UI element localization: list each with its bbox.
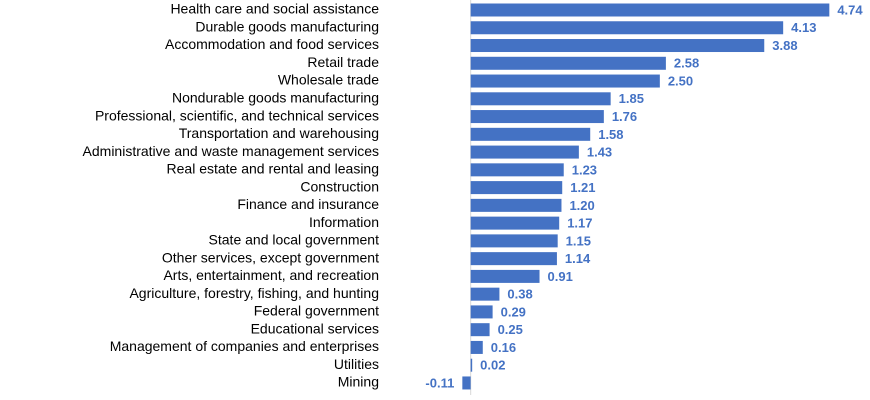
y-tick-label: Durable goods manufacturing (195, 18, 379, 34)
value-label: 1.76 (612, 109, 637, 124)
value-label: 2.50 (668, 73, 693, 88)
value-label: 1.14 (565, 251, 591, 266)
bar (470, 234, 558, 248)
bar (470, 287, 500, 301)
value-label: 0.91 (548, 269, 573, 284)
bar (470, 358, 473, 372)
y-tick-label: Information (309, 214, 379, 230)
bar (470, 305, 493, 319)
y-tick-label: Health care and social assistance (170, 1, 379, 17)
bar (470, 216, 560, 230)
value-label: 2.58 (674, 56, 699, 71)
y-tick-label: Administrative and waste management serv… (83, 143, 379, 159)
y-tick-label: Accommodation and food services (165, 36, 379, 52)
value-label: 4.74 (837, 2, 863, 17)
bar (470, 127, 591, 141)
value-label: 0.29 (501, 304, 526, 319)
value-label: 1.23 (572, 162, 597, 177)
y-tick-label: Retail trade (307, 54, 379, 70)
value-label: 0.16 (491, 340, 516, 355)
y-tick-label: Nondurable goods manufacturing (172, 90, 379, 106)
y-tick-label: Construction (300, 178, 379, 194)
bar (470, 3, 830, 17)
bar (470, 21, 784, 35)
value-label: 0.38 (507, 287, 532, 302)
bar (470, 323, 490, 337)
y-tick-label: Professional, scientific, and technical … (95, 107, 379, 123)
bar (470, 198, 562, 212)
y-tick-label: Educational services (251, 320, 379, 336)
bar (470, 92, 611, 106)
bar (470, 269, 540, 283)
bar (470, 39, 765, 53)
y-tick-label: Mining (338, 374, 379, 390)
y-tick-label: Utilities (334, 356, 379, 372)
bar (470, 74, 660, 88)
bar (470, 252, 557, 266)
y-tick-label: Management of companies and enterprises (110, 338, 379, 354)
bar (470, 110, 604, 124)
value-label: 1.20 (569, 198, 594, 213)
bar (470, 181, 563, 195)
value-label: 1.15 (566, 233, 591, 248)
bar (462, 376, 471, 390)
y-tick-label: Agriculture, forestry, fishing, and hunt… (129, 285, 379, 301)
y-tick-label: Finance and insurance (237, 196, 379, 212)
y-tick-label: Arts, entertainment, and recreation (163, 267, 379, 283)
y-tick-label: Real estate and rental and leasing (167, 161, 379, 177)
bar (470, 145, 579, 159)
bar (470, 56, 666, 70)
value-label: 1.21 (570, 180, 595, 195)
value-label: -0.11 (425, 375, 454, 390)
bar (470, 340, 483, 354)
value-label: 3.88 (772, 38, 797, 53)
y-tick-label: State and local government (209, 232, 380, 248)
y-tick-label: Wholesale trade (278, 72, 379, 88)
value-label: 0.02 (480, 358, 505, 373)
value-label: 1.58 (598, 127, 623, 142)
value-label: 1.85 (619, 91, 644, 106)
bar (470, 163, 564, 177)
value-label: 4.13 (791, 20, 816, 35)
y-tick-label: Transportation and warehousing (179, 125, 379, 141)
value-label: 1.17 (567, 216, 592, 231)
y-tick-label: Other services, except government (162, 249, 379, 265)
y-tick-label: Federal government (254, 303, 379, 319)
value-label: 1.43 (587, 145, 612, 160)
value-label: 0.25 (498, 322, 523, 337)
